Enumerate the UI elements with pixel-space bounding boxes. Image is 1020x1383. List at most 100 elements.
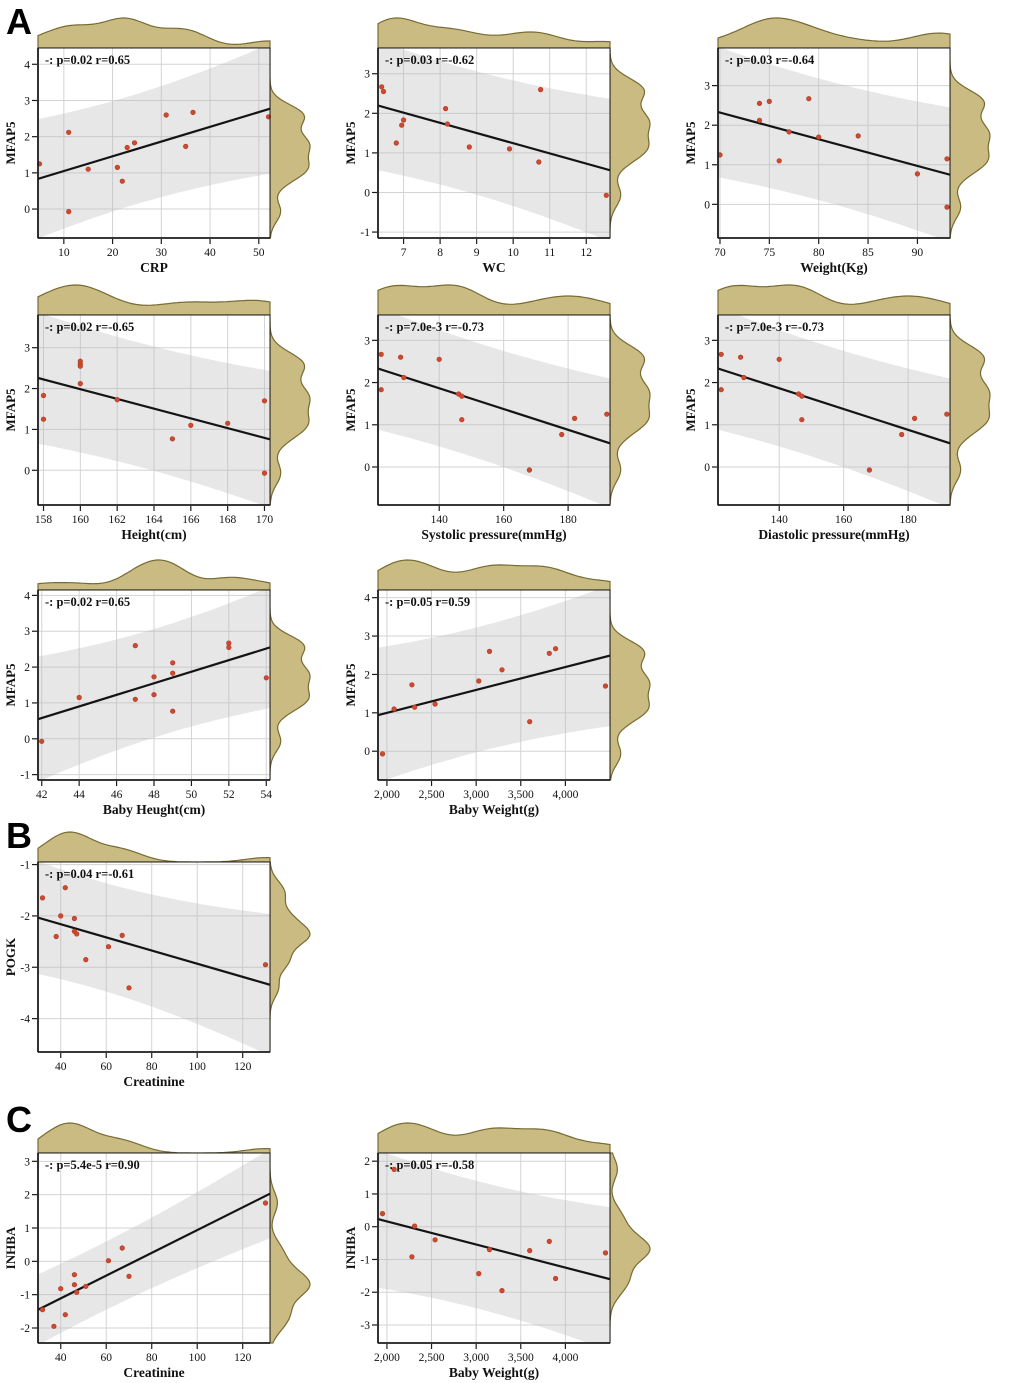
- svg-text:20: 20: [107, 247, 119, 259]
- y-axis-ticks: 0 1 2 3: [24, 343, 37, 477]
- x-axis-ticks: 40 60 80 100 120: [55, 1053, 252, 1073]
- annotation: -: p=0.02 r=0.65: [45, 53, 130, 67]
- x-density: [377, 559, 611, 591]
- scatter-point: [151, 674, 157, 680]
- annotation: -: p=0.05 r=0.59: [385, 595, 470, 609]
- gridlines: [718, 48, 950, 238]
- svg-text:0: 0: [24, 465, 30, 477]
- scatter-point: [476, 678, 482, 684]
- scatter-point: [114, 396, 120, 403]
- scatter-point: [409, 682, 415, 688]
- scatter-point: [40, 392, 47, 399]
- svg-text:0: 0: [364, 462, 370, 474]
- svg-text:46: 46: [111, 789, 123, 801]
- regression-line: [718, 367, 950, 445]
- scatter-point: [379, 84, 385, 90]
- svg-text:50: 50: [186, 789, 198, 801]
- scatter-point: [486, 1247, 493, 1253]
- confidence-band: [38, 862, 270, 1052]
- scatter-point: [151, 692, 157, 698]
- scatter-point: [766, 98, 772, 104]
- scatter-point: [546, 650, 552, 656]
- svg-text:-3: -3: [20, 962, 30, 974]
- scatter-point: [74, 931, 80, 937]
- svg-text:42: 42: [36, 789, 48, 801]
- x-axis-ticks: 40 60 80 100 120: [55, 1344, 252, 1364]
- svg-text:44: 44: [73, 789, 85, 801]
- scatter-point: [132, 642, 138, 649]
- scatter-point: [58, 913, 64, 919]
- scatter-point: [170, 670, 176, 676]
- x-axis-label: Height(cm): [121, 527, 186, 542]
- svg-text:1: 1: [704, 160, 710, 172]
- svg-text:1: 1: [24, 424, 30, 436]
- x-axis-label: Weight(Kg): [800, 260, 868, 275]
- scatter-point: [76, 694, 82, 701]
- svg-text:100: 100: [189, 1352, 207, 1364]
- svg-text:8: 8: [437, 247, 443, 259]
- y-axis-ticks: 0 1 2 3 4: [364, 593, 377, 758]
- scatter-point: [506, 146, 513, 152]
- svg-text:-1: -1: [360, 227, 370, 239]
- y-density: [609, 590, 651, 781]
- svg-text:3: 3: [24, 1156, 30, 1168]
- x-density: [37, 1122, 271, 1154]
- x-density: [717, 284, 951, 316]
- scatter-point: [442, 105, 449, 112]
- chart-mfap5-vs-height-cm: 158 160 162 164 166 168 170 0 1 2 3 Height(cm) MFAP5…: [3, 284, 311, 542]
- scatter-point: [409, 1254, 415, 1260]
- chart-pogk-vs-creatinine: 40 60 80 100 120 -4 -3 -2 -1 Creatinine POGK -: p=0…: [3, 831, 311, 1089]
- svg-text:40: 40: [204, 247, 216, 259]
- annotation: -: p=0.03 r=-0.62: [385, 53, 474, 67]
- svg-text:3,000: 3,000: [463, 789, 489, 801]
- scatter-point: [114, 164, 120, 170]
- x-axis-label: Systolic pressure(mmHg): [421, 527, 566, 542]
- x-density: [37, 831, 271, 863]
- scatter-points: [717, 96, 950, 210]
- svg-text:11: 11: [544, 247, 555, 259]
- regression-line: [378, 104, 610, 172]
- scatter-point: [262, 1200, 269, 1206]
- scatter-point: [51, 1323, 57, 1329]
- svg-text:90: 90: [912, 247, 924, 259]
- scatter-point: [776, 158, 782, 164]
- scatter-point: [603, 192, 609, 198]
- scatter-point: [169, 436, 175, 442]
- scatter-point: [538, 86, 544, 93]
- scatter-point: [66, 129, 72, 135]
- svg-text:160: 160: [72, 514, 90, 526]
- scatter-point: [163, 112, 169, 118]
- scatter-points: [379, 1166, 609, 1294]
- scatter-point: [527, 719, 533, 725]
- y-density: [269, 1153, 311, 1344]
- scatter-point: [411, 704, 418, 710]
- scatter-point: [899, 431, 905, 438]
- x-axis-label: Diastolic pressure(mmHg): [758, 527, 909, 542]
- svg-text:1: 1: [364, 148, 370, 160]
- scatter-point: [105, 1258, 112, 1264]
- gridlines: [38, 48, 270, 238]
- svg-text:4: 4: [364, 593, 370, 605]
- scatter-point: [226, 640, 232, 646]
- svg-text:3,500: 3,500: [508, 1352, 534, 1364]
- y-axis-label: MFAP5: [3, 663, 18, 707]
- svg-text:1: 1: [364, 420, 370, 432]
- svg-text:12: 12: [581, 247, 593, 259]
- scatter-point: [737, 354, 744, 360]
- gridlines: [718, 315, 950, 505]
- y-density: [269, 48, 311, 239]
- y-axis-ticks: -1 0 1 2 3: [360, 69, 377, 239]
- y-density: [609, 1152, 651, 1343]
- chart-inhba-vs-creatinine: 40 60 80 100 120 -2 -1 0 1 2 3 Creatinine INHBA -: p=…: [3, 1122, 311, 1380]
- scatter-point: [741, 374, 747, 381]
- scatter-points: [39, 1200, 269, 1329]
- scatter-point: [912, 415, 918, 421]
- x-axis-ticks: 42 44 46 48 50 52 54: [36, 781, 272, 801]
- svg-text:7: 7: [401, 247, 407, 259]
- scatter-point: [74, 1289, 80, 1295]
- x-axis-ticks: 2,000 2,500 3,000 3,500 4,000: [374, 1344, 579, 1364]
- svg-text:60: 60: [100, 1061, 112, 1073]
- svg-text:140: 140: [771, 514, 789, 526]
- scatter-point: [553, 1275, 559, 1282]
- scatter-point: [914, 171, 920, 177]
